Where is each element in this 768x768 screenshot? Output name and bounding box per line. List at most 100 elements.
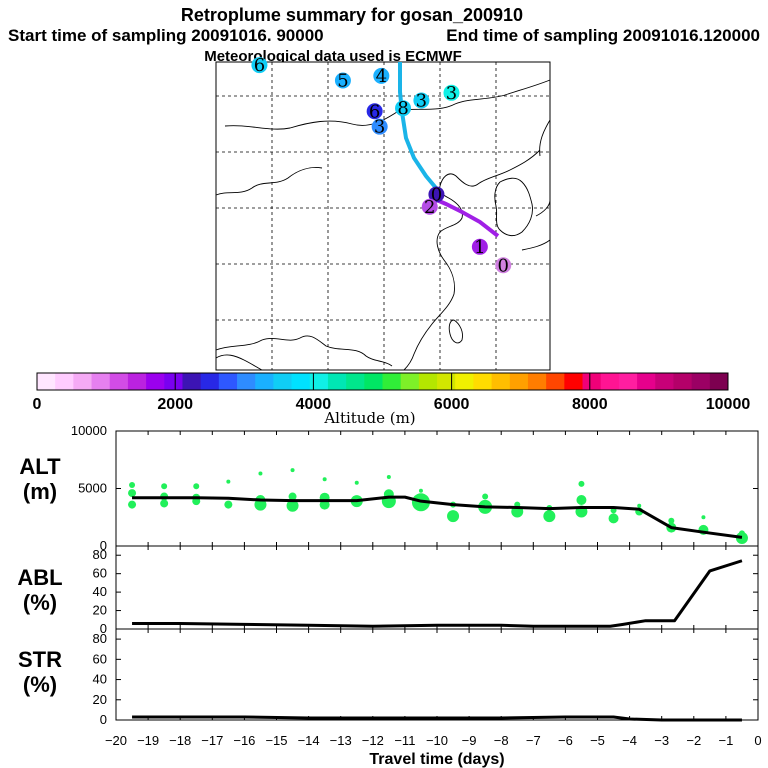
x-axis: −20 −19 −18 −17 −16 −15 −14 −13 −12 −11 −10 −9 −8 −7−… <box>105 733 762 748</box>
panel-series-line <box>132 495 743 539</box>
coast-china-east <box>403 149 541 371</box>
x-tick-label: 0 <box>754 733 761 748</box>
map-marker-label: 0 <box>498 255 509 276</box>
x-tick-label: −2 <box>686 733 701 748</box>
colorbar-swatch <box>127 373 147 390</box>
panel-ytick-label: 0 <box>100 712 107 727</box>
abl-panel: 80 60 40 20 0 ABL(%) <box>17 545 759 636</box>
x-tick-label: −15 <box>265 733 287 748</box>
map-marker-dot <box>421 198 438 215</box>
colorbar-swatch <box>73 373 93 390</box>
colorbar-swatch <box>382 373 402 390</box>
panel-frame <box>115 628 759 721</box>
coast-china-west <box>215 167 393 367</box>
colorbar-tick-label: 0 <box>33 396 42 413</box>
x-tick-label: −8 <box>494 733 509 748</box>
map-marker-label: 8 <box>397 98 408 119</box>
panel-frame <box>115 430 759 547</box>
map-marker-label: 1 <box>474 237 485 258</box>
x-tick-label: −4 <box>622 733 637 748</box>
colorbar-label: Altitude (m) <box>323 409 415 427</box>
colorbar-tick-label: 10000 <box>706 396 751 413</box>
start-time-text: Start time of sampling 20091016. 90000 <box>8 26 324 45</box>
x-tick-label: −13 <box>330 733 352 748</box>
colorbar-swatch <box>509 373 529 390</box>
map-marker-dot <box>371 118 388 135</box>
map-frame <box>215 61 551 371</box>
x-tick-label: −17 <box>201 733 223 748</box>
colorbar-swatch <box>455 373 474 390</box>
colorbar-swatch <box>582 373 602 390</box>
panel-unit: (%) <box>23 672 57 697</box>
alt-cluster-point <box>482 493 489 500</box>
colorbar-tick-label: 4000 <box>296 396 332 413</box>
str-panel: 80 60 40 20 0 STR(%) <box>18 628 759 727</box>
map-marker-dot <box>251 57 268 74</box>
x-tick-label: −12 <box>362 733 384 748</box>
panel-ytick-label: 5000 <box>78 481 107 496</box>
colorbar-tick-label: 6000 <box>434 396 470 413</box>
alt-cluster-point <box>322 477 327 482</box>
colorbar-swatch <box>400 373 420 390</box>
map-marker-dot <box>471 238 488 255</box>
colorbar-swatch <box>273 373 293 390</box>
colorbar-swatch <box>146 373 165 390</box>
alt-cluster-point <box>319 499 330 510</box>
panel-ytick-label: 10000 <box>71 423 107 438</box>
alt-cluster-point <box>286 499 299 512</box>
colorbar-swatch <box>200 373 220 390</box>
colorbar-swatch <box>618 373 638 390</box>
alt-cluster-point <box>258 471 263 476</box>
alt-cluster-point <box>386 475 391 479</box>
alt-cluster-point <box>288 492 297 501</box>
colorbar-swatch <box>164 373 183 390</box>
colorbar-swatch <box>691 373 711 390</box>
colorbar-swatch <box>364 373 383 390</box>
x-tick-label: −7 <box>526 733 541 748</box>
colorbar-swatch <box>255 373 274 390</box>
panel-ytick-label: 40 <box>93 584 107 599</box>
x-tick-label: −16 <box>233 733 255 748</box>
alt-cluster-point <box>578 480 585 487</box>
colorbar-swatch <box>491 373 511 390</box>
map-grid <box>216 62 550 370</box>
map-marker-dot <box>395 100 412 117</box>
colorbar-swatch <box>55 373 74 390</box>
map-marker-dot <box>334 72 351 89</box>
alt-cluster-point <box>161 483 168 490</box>
panel-unit: (m) <box>23 479 57 504</box>
map-marker-label: 3 <box>416 91 427 112</box>
map-marker-label: 0 <box>431 184 442 205</box>
panel-frame <box>115 545 759 630</box>
map-marker-label: 4 <box>376 66 387 87</box>
map-marker-dot <box>366 103 383 120</box>
x-tick-label: −3 <box>654 733 669 748</box>
colorbar-swatch <box>91 373 111 390</box>
colorbar-swatch <box>527 373 547 390</box>
panel-ytick-label: 0 <box>100 538 107 553</box>
panel-unit: (%) <box>23 590 57 615</box>
alt-cluster-point <box>128 489 137 498</box>
x-tick-label: −10 <box>426 733 448 748</box>
x-tick-label: −20 <box>105 733 127 748</box>
colorbar-swatch <box>418 373 438 390</box>
coast-taiwan <box>448 319 463 344</box>
map-marker-label: 3 <box>374 117 385 138</box>
map-marker-dot <box>428 186 445 203</box>
x-tick-label: −9 <box>462 733 477 748</box>
panel-ytick-label: 60 <box>93 651 107 666</box>
alt-cluster-point <box>637 503 642 508</box>
alt-cluster-point <box>701 515 706 520</box>
alt-cluster-point <box>254 498 267 511</box>
colorbar-swatch <box>473 373 493 390</box>
track-upper-segment <box>398 62 438 190</box>
alt-cluster-point <box>668 517 675 524</box>
panel-ytick-label: 80 <box>93 547 107 562</box>
colorbar-swatch <box>655 373 674 390</box>
alt-cluster-point <box>160 499 169 508</box>
alt-cluster-point <box>543 510 556 523</box>
end-time-text: End time of sampling 20091016.120000 <box>446 26 760 45</box>
alt-cluster-point <box>226 479 231 484</box>
